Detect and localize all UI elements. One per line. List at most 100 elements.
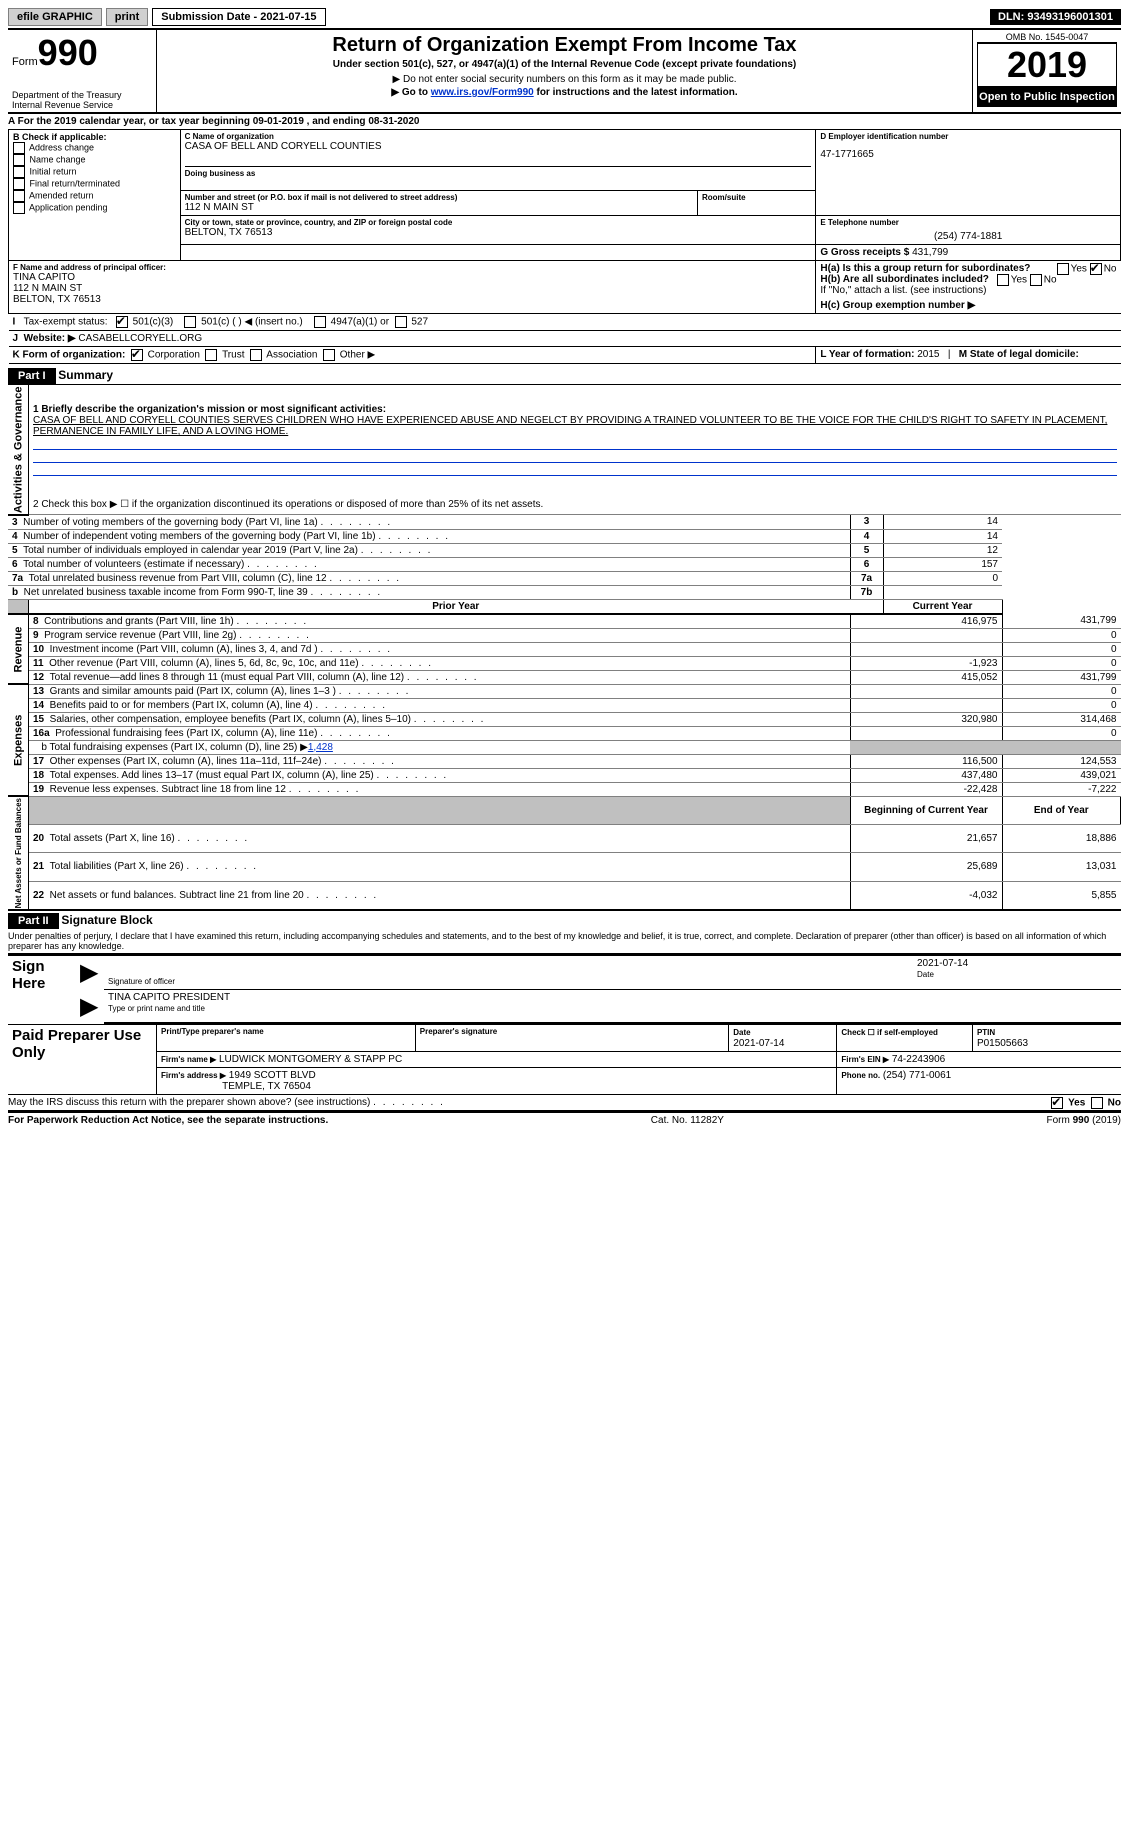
- ha-no-checkbox[interactable]: [1090, 263, 1102, 275]
- 501c-checkbox[interactable]: [184, 316, 196, 328]
- secb-checkbox[interactable]: [13, 202, 25, 214]
- efile-btn[interactable]: efile GRAPHIC: [8, 8, 102, 26]
- sec-i-label: Tax-exempt status:: [24, 317, 108, 328]
- secb-checkbox[interactable]: [13, 166, 25, 178]
- box-num: 6: [850, 557, 883, 571]
- summary-line: 22 Net assets or fund balances. Subtract…: [29, 881, 851, 910]
- prep-date-label: Date: [733, 1028, 750, 1037]
- other-checkbox[interactable]: [323, 349, 335, 361]
- part1-title: Summary: [58, 368, 113, 382]
- subtitle: Under section 501(c), 527, or 4947(a)(1)…: [161, 59, 968, 70]
- summary-line: 4 Number of independent voting members o…: [8, 529, 850, 543]
- summary-line: 3 Number of voting members of the govern…: [8, 515, 850, 530]
- sec-b-label: B Check if applicable:: [13, 132, 176, 142]
- summary-line: 18 Total expenses. Add lines 13–17 (must…: [29, 768, 851, 782]
- 527-checkbox[interactable]: [395, 316, 407, 328]
- line2: 2 Check this box ▶ ☐ if the organization…: [29, 495, 1121, 515]
- secb-checkbox[interactable]: [13, 142, 25, 154]
- firm-phone-label: Phone no.: [841, 1071, 880, 1080]
- trust-checkbox[interactable]: [205, 349, 217, 361]
- box-val: 157: [883, 557, 1002, 571]
- firm-addr-label: Firm's address ▶: [161, 1071, 226, 1080]
- hb-yes-checkbox[interactable]: [997, 274, 1009, 286]
- begin-val: 25,689: [850, 853, 1002, 881]
- corp-checkbox[interactable]: [131, 349, 143, 361]
- yes-label: Yes: [1071, 264, 1087, 275]
- ha-yes-checkbox[interactable]: [1057, 263, 1069, 275]
- current-val: 439,021: [1002, 768, 1121, 782]
- summary-line: 19 Revenue less expenses. Subtract line …: [29, 782, 851, 796]
- prior-val: [850, 698, 1002, 712]
- website-url[interactable]: CASABELLCORYELL.ORG: [78, 333, 202, 344]
- discuss-yes-checkbox[interactable]: [1051, 1097, 1063, 1109]
- hb-no-checkbox[interactable]: [1030, 274, 1042, 286]
- dept-treasury: Department of the Treasury: [12, 90, 152, 100]
- summary-line: 17 Other expenses (Part IX, column (A), …: [29, 754, 851, 768]
- prior-val: 437,480: [850, 768, 1002, 782]
- sign-here-label: Sign Here: [8, 955, 76, 1023]
- exp-side-label: Expenses: [8, 684, 29, 796]
- part2-header: Part II: [8, 913, 59, 929]
- officer-addr1: 112 N MAIN ST: [13, 283, 811, 294]
- assoc-checkbox[interactable]: [250, 349, 262, 361]
- ptin: P01505663: [977, 1038, 1028, 1049]
- begin-val: -4,032: [850, 881, 1002, 910]
- prior-val: 320,980: [850, 712, 1002, 726]
- summary-line: 11 Other revenue (Part VIII, column (A),…: [29, 656, 851, 670]
- summary-line: b Net unrelated business taxable income …: [8, 585, 850, 599]
- sec-e-label: E Telephone number: [820, 218, 1116, 227]
- dba-label: Doing business as: [185, 166, 812, 178]
- box-val: 0: [883, 571, 1002, 585]
- other-label: Other ▶: [340, 350, 375, 361]
- tax-year: 2019: [977, 43, 1117, 87]
- line1-label: 1 Briefly describe the organization's mi…: [33, 404, 386, 415]
- secb-checkbox[interactable]: [13, 190, 25, 202]
- form-title: Return of Organization Exempt From Incom…: [161, 34, 968, 57]
- prior-val: [850, 628, 1002, 642]
- box-num: 3: [850, 515, 883, 530]
- entity-info: B Check if applicable: Address change Na…: [8, 129, 1121, 364]
- form-header: Form990 Department of the Treasury Inter…: [8, 28, 1121, 114]
- summary-line: 13 Grants and similar amounts paid (Part…: [29, 684, 851, 698]
- summary-line: 7a Total unrelated business revenue from…: [8, 571, 850, 585]
- signature-section: Sign Here ▶ Signature of officer 2021-07…: [8, 954, 1121, 1024]
- 501c3-checkbox[interactable]: [116, 316, 128, 328]
- print-btn[interactable]: print: [106, 8, 148, 26]
- discuss-no-checkbox[interactable]: [1091, 1097, 1103, 1109]
- irs-label: Internal Revenue Service: [12, 100, 152, 110]
- current-val: 314,468: [1002, 712, 1121, 726]
- prep-sig-label: Preparer's signature: [415, 1024, 729, 1051]
- name-title-label: Type or print name and title: [108, 1004, 205, 1013]
- officer-addr2: BELTON, TX 76513: [13, 294, 811, 305]
- no-label: No: [1104, 264, 1117, 275]
- sign-arrow-icon2: ▶: [76, 990, 104, 1023]
- form990-link[interactable]: www.irs.gov/Form990: [431, 87, 534, 98]
- gross-receipts: 431,799: [912, 247, 948, 258]
- summary-line: 15 Salaries, other compensation, employe…: [29, 712, 851, 726]
- firm-name-label: Firm's name ▶: [161, 1055, 216, 1064]
- current-val: 0: [1002, 698, 1121, 712]
- 4947-checkbox[interactable]: [314, 316, 326, 328]
- secb-checkbox[interactable]: [13, 178, 25, 190]
- no-label2: No: [1044, 275, 1057, 286]
- trust-label: Trust: [222, 350, 244, 361]
- current-val: 431,799: [1002, 614, 1121, 629]
- org-name: CASA OF BELL AND CORYELL COUNTIES: [185, 141, 812, 152]
- 527-label: 527: [411, 317, 428, 328]
- summary-line: 20 Total assets (Part X, line 16): [29, 824, 851, 852]
- summary-line: 6 Total number of volunteers (estimate i…: [8, 557, 850, 571]
- self-emp-label: Check ☐ if self-employed: [841, 1028, 938, 1037]
- current-val: 431,799: [1002, 670, 1121, 684]
- ha-label: H(a) Is this a group return for subordin…: [820, 263, 1030, 274]
- secb-checkbox[interactable]: [13, 154, 25, 166]
- sec-d-label: D Employer identification number: [820, 132, 1116, 141]
- sec-g-label: G Gross receipts $: [820, 247, 909, 258]
- current-val: 0: [1002, 684, 1121, 698]
- corp-label: Corporation: [148, 350, 200, 361]
- current-val: 0: [1002, 628, 1121, 642]
- dln: DLN: 93493196001301: [990, 9, 1121, 25]
- goto-text: ▶ Go to: [391, 87, 430, 98]
- footer-right: Form 990 (2019): [1047, 1115, 1121, 1126]
- city-state-zip: BELTON, TX 76513: [185, 227, 812, 238]
- part2-bar: Part II Signature Block: [8, 913, 1121, 929]
